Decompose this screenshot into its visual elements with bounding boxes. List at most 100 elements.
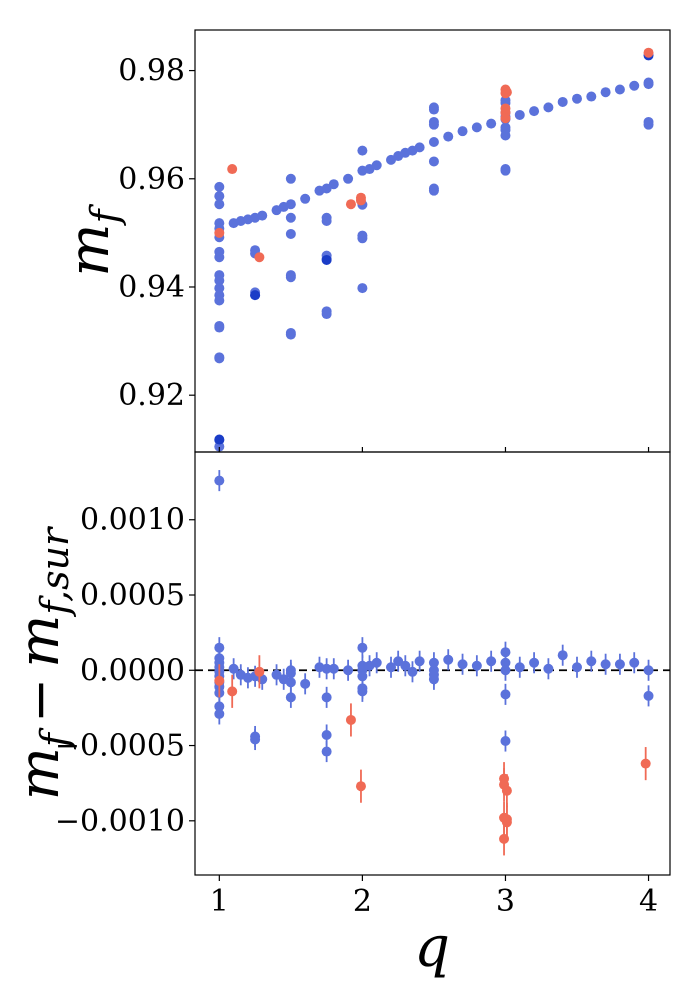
top-y-tick-label: 0.92 [118, 378, 185, 413]
bottom-point-blue [400, 660, 411, 671]
top-point-blue [428, 119, 439, 130]
bottom-y-tick-label: −0.0005 [55, 729, 185, 764]
top-point-blue [557, 96, 568, 107]
top-point-blue [500, 130, 511, 141]
bottom-point-blue [629, 657, 640, 668]
top-point-blue [328, 179, 339, 190]
bottom-point-red [345, 714, 356, 725]
top-ylabel-main: m [57, 223, 122, 276]
top-point-blue [471, 122, 482, 133]
top-point-blue [643, 119, 654, 130]
top-point-dark_blue [321, 254, 332, 265]
top-point-blue [214, 275, 225, 286]
bottom-point-red [214, 675, 225, 686]
top-point-blue [321, 309, 332, 320]
top-point-blue [214, 295, 225, 306]
bottom-panel-frame [194, 451, 671, 876]
top-point-blue [443, 131, 454, 142]
bottom-point-blue [443, 654, 454, 665]
top-y-axis-label: mf [57, 203, 127, 276]
bottom-point-blue [572, 662, 582, 673]
top-point-blue [214, 322, 225, 333]
bottom-point-blue [343, 665, 354, 676]
top-point-blue [614, 84, 625, 95]
top-point-blue [572, 93, 582, 104]
bottom-point-red [501, 817, 512, 828]
x-ticks: 1 2 3 4 [210, 875, 658, 919]
x-tick-label: 1 [210, 884, 229, 919]
top-point-blue [285, 272, 296, 283]
top-point-blue [629, 80, 640, 91]
top-point-dark_blue [214, 434, 225, 445]
top-point-blue [214, 199, 225, 210]
bottom-point-blue [285, 677, 296, 688]
bottom-point-blue [643, 690, 654, 701]
bottom-point-blue [500, 665, 511, 676]
bottom-point-red [254, 666, 265, 677]
bottom-point-blue [357, 686, 368, 697]
top-point-blue [285, 173, 296, 184]
top-point-blue [285, 199, 296, 210]
bottom-point-blue [500, 689, 511, 700]
bottom-point-blue [285, 692, 296, 703]
top-y-tick-label: 0.98 [118, 54, 185, 89]
bottom-point-blue [321, 692, 332, 703]
bottom-point-blue [357, 671, 368, 682]
top-point-blue [214, 441, 225, 452]
top-point-blue [371, 160, 382, 171]
bottom-point-blue [300, 678, 311, 689]
bottom-panel-marks [214, 470, 654, 856]
x-axis-label: q [414, 915, 450, 980]
bottom-point-red [501, 785, 512, 796]
top-point-blue [214, 191, 225, 202]
top-point-red [643, 47, 654, 58]
bottom-point-blue [357, 642, 368, 653]
top-point-blue [500, 165, 511, 176]
top-point-blue [414, 142, 425, 153]
bottom-point-blue [407, 666, 418, 677]
top-point-red [254, 252, 265, 263]
top-ylabel-sub: f [83, 203, 127, 226]
top-point-blue [600, 87, 611, 98]
bottom-point-blue [643, 665, 654, 676]
bottom-point-blue [321, 730, 332, 740]
top-point-blue [285, 212, 296, 223]
top-point-red [355, 195, 366, 206]
bottom-point-blue [500, 736, 511, 747]
bottom-y-tick-label: 0.0000 [80, 653, 185, 688]
top-point-blue [514, 109, 525, 120]
top-point-blue [343, 173, 354, 184]
top-point-blue [321, 215, 332, 226]
bottom-point-blue [414, 656, 425, 667]
top-panel-marks [214, 47, 654, 452]
top-point-blue [586, 91, 597, 102]
top-point-blue [357, 233, 368, 244]
bottom-point-blue [557, 650, 568, 661]
bottom-point-red [355, 781, 366, 792]
x-tick-label: 4 [639, 884, 658, 919]
bottom-point-blue [471, 660, 482, 671]
bottom-point-blue [328, 663, 339, 674]
x-tick-label: 2 [353, 884, 372, 919]
bottom-point-blue [393, 656, 404, 667]
top-point-blue [214, 252, 225, 263]
top-point-dark_blue [250, 290, 261, 301]
top-y-tick-label: 0.94 [118, 270, 185, 305]
bottom-point-blue [228, 663, 239, 674]
bottom-point-blue [214, 642, 225, 653]
bottom-point-blue [586, 656, 597, 667]
top-point-blue [428, 136, 439, 147]
top-point-blue [357, 283, 368, 294]
bottom-point-blue [321, 746, 332, 757]
bottom-point-blue [457, 659, 468, 670]
bottom-point-blue [486, 656, 497, 667]
bottom-point-blue [514, 662, 525, 673]
top-point-blue [529, 106, 540, 117]
bottom-point-blue [428, 674, 439, 685]
bottom-point-blue [386, 662, 397, 673]
bottom-y-tick-label: 0.0010 [80, 503, 185, 538]
top-point-blue [214, 353, 225, 364]
top-point-blue [257, 210, 268, 221]
bottom-y-tick-label: −0.0010 [55, 804, 185, 839]
bottom-ylabel-op: − [8, 678, 71, 723]
